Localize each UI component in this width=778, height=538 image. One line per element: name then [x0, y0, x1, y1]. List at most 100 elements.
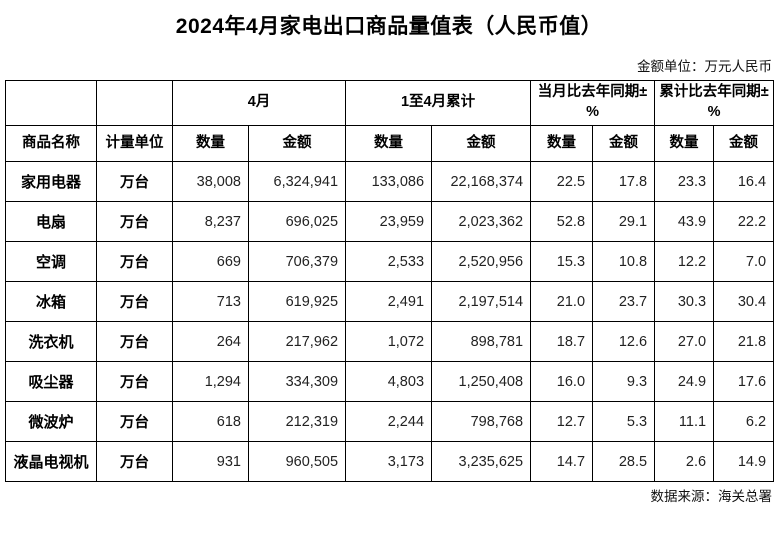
- cell-april-amount: 696,025: [247, 201, 347, 242]
- table-row: 家用电器 万台 38,008 6,324,941 133,086 22,168,…: [5, 161, 775, 202]
- cell-cum-qty: 2,491: [345, 281, 433, 322]
- cell-cum-yoy-amount: 30.4: [713, 281, 775, 322]
- page-title: 2024年4月家电出口商品量值表（人民币值）: [175, 15, 603, 38]
- column-header-month-yoy-qty: 数量: [530, 125, 594, 162]
- column-header-cum-yoy-qty: 数量: [654, 125, 715, 162]
- cell-april-amount: 619,925: [247, 281, 347, 322]
- cell-april-amount: 960,505: [247, 441, 347, 482]
- cell-product-name: 电扇: [5, 201, 97, 242]
- cell-month-yoy-qty: 52.8: [530, 201, 594, 242]
- cell-product-name: 吸尘器: [5, 361, 97, 402]
- cell-cum-amount: 898,781: [431, 321, 532, 362]
- column-header-month-yoy-amount: 金额: [592, 125, 656, 162]
- cell-april-qty: 38,008: [172, 161, 249, 202]
- cell-cum-yoy-qty: 30.3: [654, 281, 715, 322]
- cell-cum-qty: 1,072: [345, 321, 433, 362]
- cell-month-yoy-qty: 21.0: [530, 281, 594, 322]
- table-row: 洗衣机 万台 264 217,962 1,072 898,781 18.7 12…: [5, 321, 775, 362]
- cell-cum-yoy-amount: 6.2: [713, 401, 775, 442]
- cell-month-yoy-amount: 9.3: [592, 361, 656, 402]
- cell-product-name: 微波炉: [5, 401, 97, 442]
- cell-month-yoy-qty: 16.0: [530, 361, 594, 402]
- cell-cum-amount: 1,250,408: [431, 361, 532, 402]
- column-header-april-qty: 数量: [172, 125, 249, 162]
- source-note: 数据来源：海关总署: [650, 489, 773, 504]
- group-header-row: 4月 1至4月累计 当月比去年同期±% 累计比去年同期±%: [5, 80, 775, 126]
- table-row: 空调 万台 669 706,379 2,533 2,520,956 15.3 1…: [5, 241, 775, 282]
- column-header-product: 商品名称: [5, 125, 97, 162]
- cell-cum-amount: 2,520,956: [431, 241, 532, 282]
- cell-cum-yoy-amount: 22.2: [713, 201, 775, 242]
- cell-april-qty: 264: [172, 321, 249, 362]
- cell-cum-amount: 798,768: [431, 401, 532, 442]
- cell-product-name: 洗衣机: [5, 321, 97, 362]
- cell-april-qty: 931: [172, 441, 249, 482]
- cell-product-name: 冰箱: [5, 281, 97, 322]
- table-row: 吸尘器 万台 1,294 334,309 4,803 1,250,408 16.…: [5, 361, 775, 402]
- column-header-cum-amount: 金额: [431, 125, 532, 162]
- cell-month-yoy-amount: 28.5: [592, 441, 656, 482]
- cell-month-yoy-qty: 12.7: [530, 401, 594, 442]
- cell-unit: 万台: [96, 241, 173, 282]
- cell-cum-qty: 2,533: [345, 241, 433, 282]
- table-row: 液晶电视机 万台 931 960,505 3,173 3,235,625 14.…: [5, 441, 775, 482]
- cell-april-amount: 217,962: [247, 321, 347, 362]
- cell-product-name: 空调: [5, 241, 97, 282]
- cell-unit: 万台: [96, 321, 173, 362]
- cell-cum-amount: 2,197,514: [431, 281, 532, 322]
- corner-cell-product: [5, 80, 97, 126]
- cell-month-yoy-qty: 22.5: [530, 161, 594, 202]
- cell-month-yoy-amount: 12.6: [592, 321, 656, 362]
- cell-april-qty: 8,237: [172, 201, 249, 242]
- cell-cum-amount: 3,235,625: [431, 441, 532, 482]
- cell-april-qty: 669: [172, 241, 249, 282]
- cell-unit: 万台: [96, 361, 173, 402]
- cell-month-yoy-amount: 10.8: [592, 241, 656, 282]
- group-header-month-yoy: 当月比去年同期±%: [530, 80, 656, 126]
- cell-cum-qty: 4,803: [345, 361, 433, 402]
- cell-unit: 万台: [96, 441, 173, 482]
- cell-cum-amount: 2,023,362: [431, 201, 532, 242]
- cell-month-yoy-amount: 5.3: [592, 401, 656, 442]
- cell-cum-yoy-amount: 14.9: [713, 441, 775, 482]
- cell-cum-yoy-amount: 21.8: [713, 321, 775, 362]
- cell-cum-yoy-qty: 12.2: [654, 241, 715, 282]
- cell-month-yoy-amount: 17.8: [592, 161, 656, 202]
- cell-product-name: 家用电器: [5, 161, 97, 202]
- cell-cum-yoy-qty: 2.6: [654, 441, 715, 482]
- unit-note: 金额单位：万元人民币: [637, 59, 772, 74]
- table-row: 冰箱 万台 713 619,925 2,491 2,197,514 21.0 2…: [5, 281, 775, 322]
- cell-cum-yoy-qty: 24.9: [654, 361, 715, 402]
- column-header-unit: 计量单位: [96, 125, 173, 162]
- cell-cum-yoy-amount: 7.0: [713, 241, 775, 282]
- cell-cum-amount: 22,168,374: [431, 161, 532, 202]
- cell-april-qty: 713: [172, 281, 249, 322]
- cell-april-amount: 212,319: [247, 401, 347, 442]
- column-header-april-amount: 金额: [247, 125, 347, 162]
- export-data-table: 4月 1至4月累计 当月比去年同期±% 累计比去年同期±% 商品名称 计量单位 …: [5, 80, 775, 482]
- cell-unit: 万台: [96, 281, 173, 322]
- table-row: 电扇 万台 8,237 696,025 23,959 2,023,362 52.…: [5, 201, 775, 242]
- column-header-cum-qty: 数量: [345, 125, 433, 162]
- cell-unit: 万台: [96, 201, 173, 242]
- cell-unit: 万台: [96, 161, 173, 202]
- group-header-april: 4月: [171, 80, 347, 126]
- cell-month-yoy-amount: 29.1: [592, 201, 656, 242]
- cell-cum-yoy-amount: 17.6: [713, 361, 775, 402]
- cell-month-yoy-qty: 15.3: [530, 241, 594, 282]
- cell-month-yoy-qty: 14.7: [530, 441, 594, 482]
- group-header-cumulative: 1至4月累计: [345, 80, 532, 126]
- group-header-cumulative-yoy: 累计比去年同期±%: [654, 80, 775, 126]
- column-header-row: 商品名称 计量单位 数量 金额 数量 金额 数量 金额 数量 金额: [5, 125, 775, 162]
- cell-april-qty: 1,294: [172, 361, 249, 402]
- cell-cum-qty: 23,959: [345, 201, 433, 242]
- corner-cell-unit: [96, 80, 173, 126]
- cell-month-yoy-qty: 18.7: [530, 321, 594, 362]
- cell-month-yoy-amount: 23.7: [592, 281, 656, 322]
- cell-cum-yoy-amount: 16.4: [713, 161, 775, 202]
- cell-cum-yoy-qty: 23.3: [654, 161, 715, 202]
- cell-april-amount: 334,309: [247, 361, 347, 402]
- cell-cum-qty: 2,244: [345, 401, 433, 442]
- cell-unit: 万台: [96, 401, 173, 442]
- cell-cum-yoy-qty: 11.1: [654, 401, 715, 442]
